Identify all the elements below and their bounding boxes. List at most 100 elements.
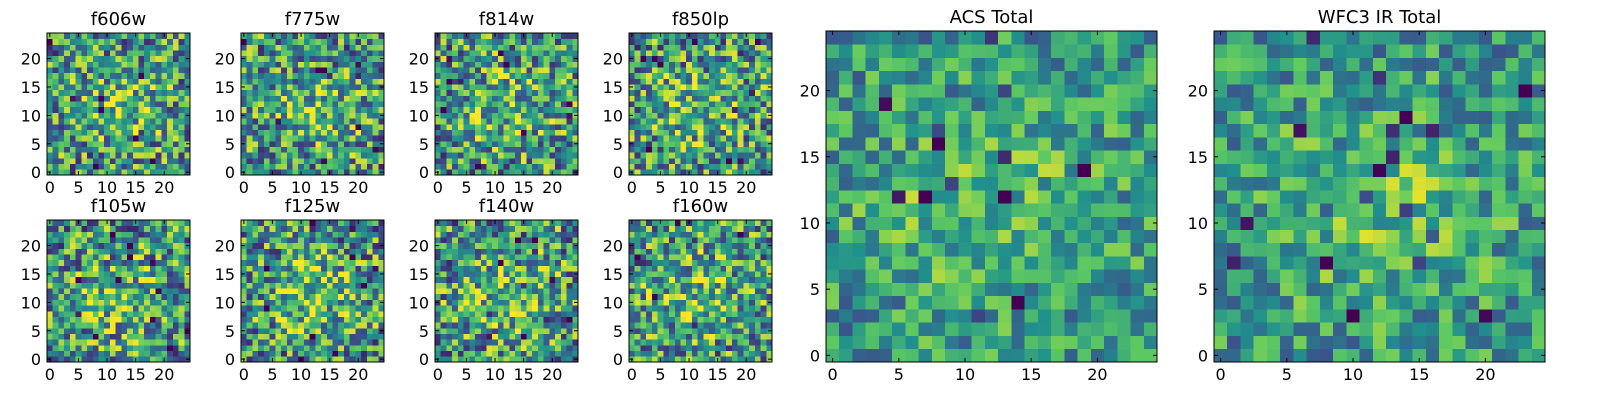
pixel [532, 248, 539, 255]
pixel [640, 123, 647, 130]
pixel [69, 282, 76, 289]
pixel [709, 276, 716, 283]
pixel [691, 146, 699, 153]
pixel [731, 50, 739, 57]
pixel [532, 305, 539, 312]
pixel [691, 276, 699, 283]
pixel [646, 101, 653, 108]
pixel [651, 339, 658, 346]
pixel [549, 50, 556, 57]
pixel [69, 316, 76, 323]
pixel [520, 242, 527, 249]
y-tick-label: 15 [603, 78, 623, 97]
pixel [475, 333, 482, 340]
pixel [378, 259, 385, 266]
pixel [566, 146, 573, 153]
pixel [275, 67, 282, 74]
pixel [104, 305, 111, 312]
pixel [298, 271, 305, 278]
pixel [115, 55, 122, 62]
x-tick-label: 15 [513, 178, 533, 197]
pixel [127, 248, 134, 255]
pixel [457, 140, 464, 147]
pixel [646, 305, 653, 312]
pixel [709, 299, 716, 306]
x-tick-label: 20 [154, 178, 174, 197]
pixel [241, 135, 248, 142]
pixel [657, 112, 664, 119]
pixel [64, 310, 71, 317]
pixel [132, 271, 139, 278]
y-tick-label: 0 [225, 163, 235, 182]
pixel [332, 231, 339, 238]
pixel [269, 271, 276, 278]
pixel [338, 225, 345, 232]
pixel [475, 72, 482, 79]
pixel [326, 254, 333, 261]
pixel [714, 95, 721, 102]
pixel [281, 163, 288, 170]
pixel [246, 305, 253, 312]
pixel [332, 259, 339, 266]
pixel [47, 310, 54, 317]
pixel [532, 61, 539, 68]
pixel [155, 78, 162, 85]
pixel [144, 327, 151, 334]
pixel [492, 84, 499, 91]
pixel [172, 248, 179, 255]
pixel [691, 44, 699, 51]
pixel [326, 282, 333, 289]
pixel [629, 118, 636, 125]
pixel [486, 220, 493, 227]
pixel [457, 282, 464, 289]
image-f160w [629, 220, 773, 363]
pixel [167, 123, 174, 130]
pixel [492, 78, 499, 85]
pixel [109, 61, 117, 68]
pixel [457, 118, 464, 125]
pixel [766, 316, 773, 323]
pixel [52, 163, 59, 170]
pixel [87, 135, 94, 142]
pixel [515, 242, 522, 249]
pixel [338, 152, 345, 159]
pixel [651, 146, 658, 153]
pixel [52, 33, 59, 40]
pixel [292, 140, 299, 147]
pixel [149, 84, 157, 91]
pixel [691, 33, 699, 40]
pixel [646, 55, 653, 62]
pixel [115, 350, 122, 357]
pixel [749, 129, 756, 136]
pixel [497, 118, 505, 125]
pixel [754, 339, 761, 346]
pixel [520, 305, 527, 312]
pixel [572, 78, 579, 85]
pixel [263, 146, 270, 153]
pixel [155, 310, 162, 317]
pixel [766, 305, 773, 312]
pixel [138, 101, 145, 108]
pixel [503, 310, 510, 317]
pixel [81, 135, 88, 142]
y-tick-label: 10 [215, 293, 235, 312]
pixel [263, 310, 270, 317]
pixel [469, 78, 476, 85]
pixel [543, 95, 550, 102]
pixel [326, 265, 333, 272]
pixel [361, 38, 368, 45]
pixel [503, 135, 510, 142]
pixel [298, 316, 305, 323]
pixel [263, 322, 270, 329]
pixel [680, 305, 687, 312]
pixel [657, 129, 664, 136]
pixel [167, 322, 174, 329]
pixel [167, 140, 174, 147]
pixel [760, 101, 767, 108]
pixel [520, 333, 527, 340]
pixel [532, 169, 539, 176]
pixel [132, 95, 139, 102]
pixel [81, 55, 88, 62]
pixel [560, 84, 567, 91]
pixel [315, 33, 322, 40]
